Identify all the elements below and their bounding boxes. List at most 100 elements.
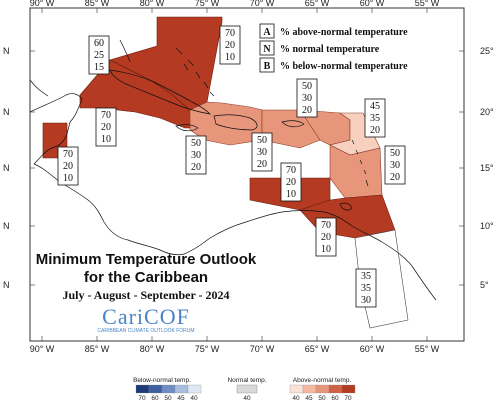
cbar-tick: 45 xyxy=(305,395,313,400)
coast-jamaica xyxy=(175,124,199,132)
prob-box-guianas: 35 35 30 xyxy=(355,268,377,308)
colorbar-below-swatches xyxy=(135,384,202,394)
colorbar-normal-label: Normal temp. xyxy=(227,377,266,384)
colorbar-above-swatch xyxy=(289,384,304,394)
graticule xyxy=(30,8,464,341)
latitude-labels-left: N N N N N xyxy=(3,46,10,290)
lat-label-left: N xyxy=(3,46,10,56)
logo-wordmark: CariCOF xyxy=(102,304,190,329)
lon-label-top: 85° W xyxy=(85,0,110,8)
prob-box-belize: 70 20 10 xyxy=(95,107,117,147)
longitude-labels-top: 90° W 85° W 80° W 75° W 70° W 65° W 60° … xyxy=(30,0,440,8)
prob-box-puerto-rico: 50 30 20 xyxy=(296,78,318,118)
lon-label-bottom: 90° W xyxy=(30,344,55,354)
prob-below: 10 xyxy=(101,134,111,145)
coast-hispaniola xyxy=(213,114,258,131)
coast-central-america xyxy=(33,163,437,301)
logo-subtitle: CARIBBEAN CLIMATE OUTLOOK FORUM xyxy=(97,328,194,334)
colorbar-below-swatch xyxy=(161,384,176,394)
lat-label-left: N xyxy=(3,221,10,231)
prob-above: 35 xyxy=(361,271,371,282)
prob-below: 20 xyxy=(191,162,201,173)
prob-above: 70 xyxy=(286,165,296,176)
lon-label-top: 60° W xyxy=(360,0,385,8)
lon-label-top: 70° W xyxy=(250,0,275,8)
lon-label-top: 80° W xyxy=(140,0,165,8)
title-block: Minimum Temperature Outlook for the Cari… xyxy=(36,251,257,302)
lat-label-left: N xyxy=(3,280,10,290)
prob-below: 10 xyxy=(225,52,235,63)
prob-normal: 30 xyxy=(191,150,201,161)
lon-label-top: 90° W xyxy=(30,0,55,8)
lon-label-top: 75° W xyxy=(195,0,220,8)
prob-below: 20 xyxy=(370,125,380,136)
cbar-tick: 60 xyxy=(151,395,159,400)
map-title-line1: Minimum Temperature Outlook xyxy=(36,251,257,268)
prob-above: 50 xyxy=(390,148,400,159)
cbar-tick: 60 xyxy=(331,395,339,400)
prob-above: 45 xyxy=(370,101,380,112)
lon-label-bottom: 80° W xyxy=(140,344,165,354)
legend-desc-below: % below-normal temperature xyxy=(280,61,408,72)
lon-label-bottom: 60° W xyxy=(360,344,385,354)
prob-below: 20 xyxy=(302,105,312,116)
coastlines xyxy=(29,39,437,301)
prob-box-leeward: 45 35 20 xyxy=(364,98,386,138)
prob-below: 20 xyxy=(390,172,400,183)
prob-box-caribbean-central: 50 30 20 xyxy=(251,132,273,172)
lon-label-bottom: 65° W xyxy=(305,344,330,354)
colorbar-above-swatch xyxy=(302,384,317,394)
prob-normal: 35 xyxy=(370,113,380,124)
caricof-logo: CariCOF CARIBBEAN CLIMATE OUTLOOK FORUM xyxy=(97,304,194,334)
lon-label-bottom: 85° W xyxy=(85,344,110,354)
probability-legend: A % above-normal temperature N % normal … xyxy=(259,23,408,73)
colorbar-above-swatch xyxy=(341,384,356,394)
cbar-tick: 45 xyxy=(177,395,185,400)
colorbar-below-swatch xyxy=(174,384,189,394)
colorbar-above-swatches xyxy=(289,384,356,394)
legend-desc-normal: % normal temperature xyxy=(280,44,380,55)
prob-normal: 30 xyxy=(302,93,312,104)
colorbar-above-swatch xyxy=(315,384,330,394)
cbar-tick: 40 xyxy=(292,395,300,400)
prob-box-windward: 50 30 20 xyxy=(384,145,406,185)
colorbar-below-swatch xyxy=(187,384,202,394)
cbar-tick: 40 xyxy=(190,395,198,400)
prob-above: 70 xyxy=(225,28,235,39)
prob-below: 20 xyxy=(257,159,267,170)
prob-below: 10 xyxy=(286,189,296,200)
colorbar-above-swatch xyxy=(328,384,343,394)
coast-puerto-rico xyxy=(281,120,305,128)
cbar-tick: 50 xyxy=(318,395,326,400)
prob-below: 10 xyxy=(321,244,331,255)
lat-label-right: 5° xyxy=(480,280,489,290)
lat-label-left: N xyxy=(3,163,10,173)
prob-above: 70 xyxy=(101,110,111,121)
prob-above: 50 xyxy=(257,135,267,146)
coast-bahamas-1 xyxy=(187,59,215,97)
prob-normal: 20 xyxy=(63,161,73,172)
prob-box-jamaica-hispaniola: 50 30 20 xyxy=(185,135,207,175)
colorbar-below-swatch xyxy=(135,384,150,394)
map-title-line2: for the Caribbean xyxy=(84,269,208,286)
lon-label-top: 55° W xyxy=(415,0,440,8)
prob-above: 50 xyxy=(302,81,312,92)
coast-bahamas-2 xyxy=(175,47,189,71)
prob-above: 70 xyxy=(321,220,331,231)
map-period: July - August - September - 2024 xyxy=(62,288,229,302)
prob-normal: 35 xyxy=(361,283,371,294)
latitude-labels-right: 25° 20° 15° 10° 5° xyxy=(480,46,494,290)
lat-label-right: 20° xyxy=(480,107,494,117)
legend-desc-above: % above-normal temperature xyxy=(280,27,408,38)
cbar-tick: 70 xyxy=(344,395,352,400)
prob-below: 10 xyxy=(63,173,73,184)
prob-above: 50 xyxy=(191,138,201,149)
legend-key-above: A xyxy=(263,27,271,38)
colorbar-normal-swatch xyxy=(236,384,258,394)
lon-label-top: 65° W xyxy=(305,0,330,8)
cbar-tick: 50 xyxy=(164,395,172,400)
coast-yucatan xyxy=(29,93,83,165)
prob-below: 15 xyxy=(94,62,104,73)
lon-label-bottom: 70° W xyxy=(250,344,275,354)
coast-lesser-antilles xyxy=(351,139,369,187)
